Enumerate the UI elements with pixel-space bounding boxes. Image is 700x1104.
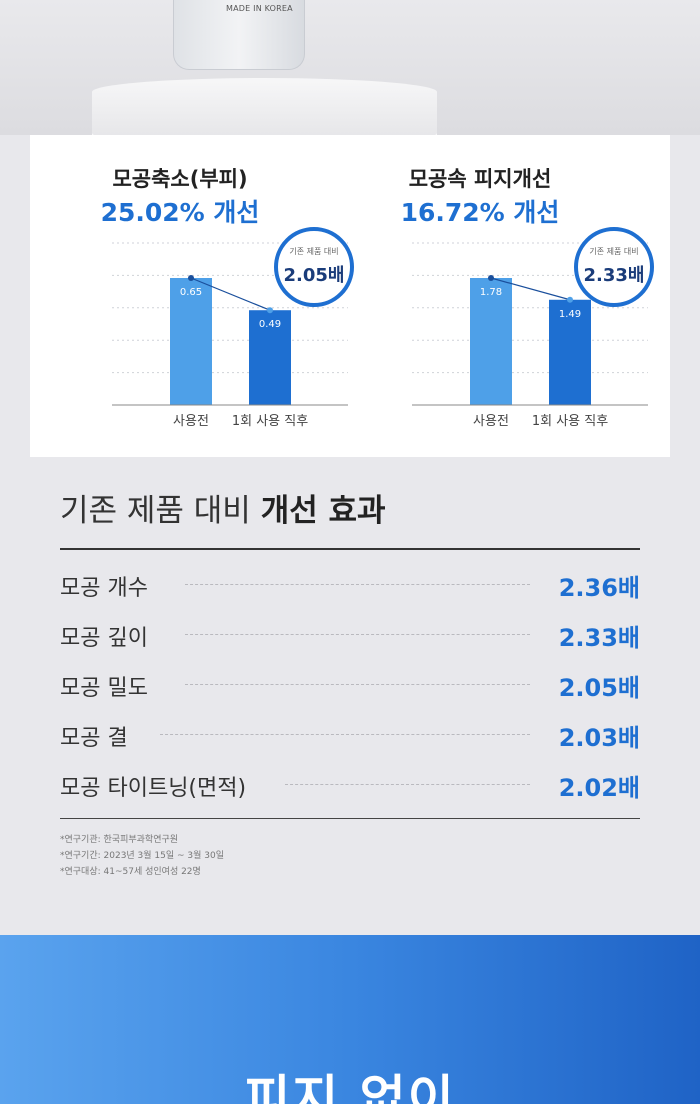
effect-row: 모공 개수 2.36배 <box>60 564 640 604</box>
chart-title: 모공축소(부피) <box>112 167 248 191</box>
divider <box>60 548 640 550</box>
product-photo-area: MADE IN KOREA <box>0 0 700 135</box>
category-label: 1회 사용 직후 <box>532 414 608 429</box>
badge-label: 기존 제품 대비 <box>289 247 339 256</box>
effects-heading: 기존 제품 대비 개선 효과 <box>60 485 386 530</box>
dotted-leader <box>185 634 530 635</box>
category-label: 1회 사용 직후 <box>232 414 308 429</box>
banner-headline: 피지 없이 <box>244 1070 456 1104</box>
bar <box>249 310 291 405</box>
promo-banner: 피지 없이 <box>0 935 700 1104</box>
effects-heading-bold: 개선 효과 <box>260 493 386 529</box>
product-bottle: MADE IN KOREA <box>173 0 305 70</box>
badge-value: 2.33배 <box>583 265 645 286</box>
bar-chart-svg: 0.65 사용전 0.49 1회 사용 직후 <box>112 242 348 429</box>
chart-sebum: 모공속 피지개선 16.72% 개선 1.78 사용전 1.49 1회 사용 직후 기… <box>360 135 660 457</box>
badge-label: 기존 제품 대비 <box>589 247 639 256</box>
divider <box>60 818 640 819</box>
chart-panel: 모공축소(부피) 25.02% 개선 0.65 사용전 0.49 1회 사용 직후 기… <box>30 135 670 457</box>
bottle-made-in-text: MADE IN KOREA <box>226 4 293 13</box>
trend-line <box>190 277 271 311</box>
category-label: 사용전 <box>173 414 209 429</box>
product-pedestal <box>92 78 437 135</box>
effect-value: 2.02배 <box>558 774 640 802</box>
effects-heading-prefix: 기존 제품 대비 <box>60 493 251 529</box>
chart-title: 모공속 피지개선 <box>408 167 552 191</box>
trend-point <box>567 296 573 303</box>
chart-pore-volume: 모공축소(부피) 25.02% 개선 0.65 사용전 0.49 1회 사용 직후 기… <box>60 135 360 457</box>
bar-chart-svg: 1.78 사용전 1.49 1회 사용 직후 <box>412 242 648 429</box>
study-note: *연구기간: 2023년 3월 15일 ~ 3월 30일 <box>60 851 225 861</box>
effect-label: 모공 개수 <box>60 576 148 601</box>
effect-row: 모공 밀도 2.05배 <box>60 664 640 704</box>
bar <box>470 278 512 405</box>
bar <box>549 299 591 405</box>
bar-value-label: 0.65 <box>180 287 202 298</box>
bar-value-label: 1.49 <box>559 309 581 320</box>
effect-label: 모공 결 <box>60 726 128 751</box>
effect-row: 모공 타이트닝(면적) 2.02배 <box>60 764 640 804</box>
trend-point <box>267 307 273 314</box>
comparison-badge: 기존 제품 대비 2.05배 <box>274 227 354 307</box>
effect-row: 모공 깊이 2.33배 <box>60 614 640 654</box>
dotted-leader <box>160 734 530 735</box>
bar-value-label: 0.49 <box>259 319 281 330</box>
effect-value: 2.33배 <box>558 624 640 652</box>
badge-value: 2.05배 <box>283 265 345 286</box>
dotted-leader <box>185 584 530 585</box>
comparison-badge: 기존 제품 대비 2.33배 <box>574 227 654 307</box>
category-label: 사용전 <box>473 414 509 429</box>
effect-value: 2.36배 <box>558 574 640 602</box>
bar-value-label: 1.78 <box>480 287 502 298</box>
effect-value: 2.05배 <box>558 674 640 702</box>
trend-point <box>488 275 494 281</box>
dotted-leader <box>285 784 530 785</box>
study-note: *연구대상: 41~57세 성인여성 22명 <box>60 867 201 877</box>
effect-label: 모공 밀도 <box>60 676 148 701</box>
bar <box>170 278 212 405</box>
effect-row: 모공 결 2.03배 <box>60 714 640 754</box>
chart-improvement: 16.72% 개선 <box>400 198 560 227</box>
trend-line <box>490 277 571 301</box>
effect-label: 모공 깊이 <box>60 626 148 651</box>
study-note: *연구기관: 한국피부과학연구원 <box>60 835 179 845</box>
chart-improvement: 25.02% 개선 <box>100 198 260 227</box>
trend-point <box>188 275 194 281</box>
effect-label: 모공 타이트닝(면적) <box>60 776 247 801</box>
dotted-leader <box>185 684 530 685</box>
effect-value: 2.03배 <box>558 724 640 752</box>
